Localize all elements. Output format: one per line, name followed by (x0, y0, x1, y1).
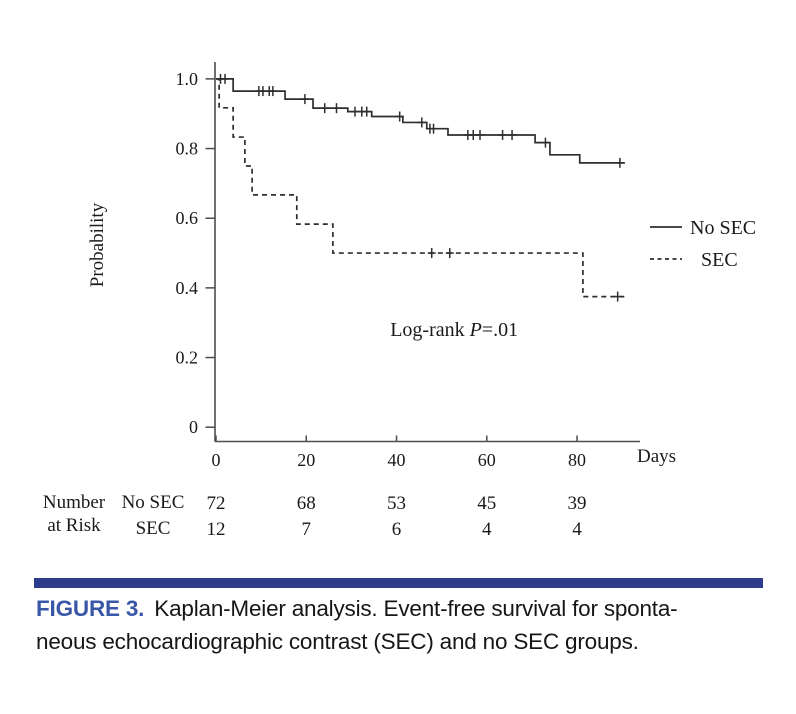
risk-value: 7 (302, 519, 312, 540)
censor-mark (362, 106, 371, 117)
legend-entry-sec: SEC (650, 249, 738, 271)
censor-mark (351, 106, 360, 117)
censor-mark (615, 157, 624, 168)
figure-caption-label: FIGURE 3. (36, 596, 145, 621)
survival-curve-no-sec (216, 73, 625, 168)
risk-value: 4 (482, 519, 492, 540)
y-tick-labels: 1.0 0.8 0.6 0.4 0.2 0 (176, 69, 215, 437)
number-at-risk-header: Number (43, 492, 106, 513)
risk-value: 72 (207, 493, 226, 514)
x-tick-label: 40 (388, 450, 406, 470)
x-axis-title: Days (637, 446, 676, 467)
censor-mark (476, 129, 485, 140)
y-tick-label: 1.0 (176, 69, 199, 89)
log-rank-annotation: Log-rank P=.01 (390, 319, 518, 341)
censor-mark (221, 73, 230, 84)
risk-value: 6 (392, 519, 402, 540)
legend: No SEC SEC (650, 217, 756, 271)
curve-path (216, 78, 625, 164)
risk-value: 39 (568, 493, 587, 514)
risk-value: 12 (207, 519, 226, 540)
figure-rule-bar (34, 578, 763, 588)
censor-mark (469, 129, 478, 140)
risk-row-label: SEC (136, 518, 171, 539)
censor-mark (613, 291, 622, 302)
x-tick-label: 20 (297, 450, 315, 470)
legend-label: SEC (701, 249, 738, 271)
censor-mark (320, 103, 329, 114)
censor-mark (268, 86, 277, 97)
axes (214, 62, 640, 443)
legend-label: No SEC (690, 217, 756, 239)
censor-mark (508, 129, 517, 140)
censor-mark (445, 248, 454, 259)
kaplan-meier-chart: 1.0 0.8 0.6 0.4 0.2 00 20 40 60 80 Days Probability… (43, 62, 756, 540)
y-tick-label: 0.4 (176, 278, 199, 298)
number-at-risk-header: at Risk (47, 515, 101, 536)
censor-mark (417, 117, 426, 128)
risk-value: 4 (572, 519, 582, 540)
figure-caption-line2: neous echocardiographic contrast (SEC) a… (36, 629, 639, 654)
risk-value: 45 (477, 493, 496, 514)
y-axis-title: Probability (87, 202, 108, 287)
censor-mark (332, 103, 341, 114)
y-tick-label: 0 (189, 417, 198, 437)
risk-row-label: No SEC (122, 492, 185, 513)
x-tick-labels: 0 20 40 60 80 Days (212, 435, 676, 470)
figure-caption: FIGURE 3. Kaplan-Meier analysis. Event-f… (36, 592, 781, 658)
curve-path (216, 78, 628, 298)
figure-caption-line1: Kaplan-Meier analysis. Event-free surviv… (154, 596, 678, 621)
y-tick-label: 0.2 (176, 348, 199, 368)
risk-value: 68 (297, 493, 316, 514)
x-tick-label: 60 (478, 450, 496, 470)
legend-entry-no-sec: No SEC (650, 217, 756, 239)
censor-mark (541, 137, 550, 148)
x-tick-label: 0 (212, 450, 221, 470)
censor-mark (395, 111, 404, 122)
x-tick-label: 80 (568, 450, 586, 470)
risk-value: 53 (387, 493, 406, 514)
censor-mark (300, 94, 309, 105)
censor-mark (429, 123, 438, 134)
y-tick-label: 0.8 (176, 139, 199, 159)
survival-curve-sec (216, 78, 628, 302)
censor-mark (427, 248, 436, 259)
y-tick-label: 0.6 (176, 208, 199, 228)
censor-mark (498, 129, 507, 140)
